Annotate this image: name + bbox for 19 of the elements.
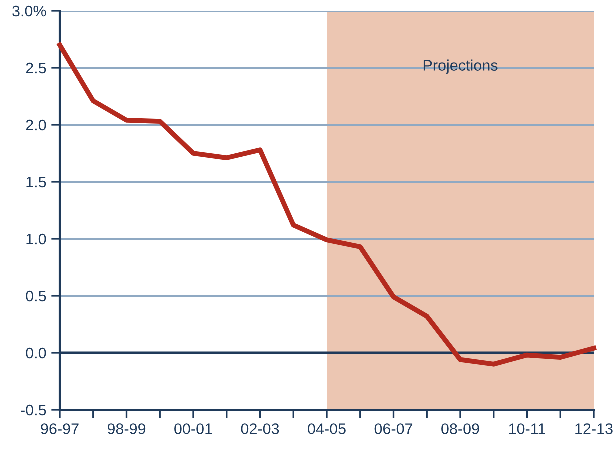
- x-tick-label: 06-07: [374, 424, 413, 434]
- x-tick-label: 08-09: [442, 424, 480, 434]
- line-series: [58, 42, 596, 367]
- x-tick-label: 96-97: [41, 424, 79, 434]
- y-tick-label: -0.5: [21, 404, 46, 416]
- x-tick-label: 98-99: [108, 424, 146, 434]
- x-tick-label: 02-03: [241, 424, 280, 434]
- y-tick-label: 3.0%: [12, 6, 46, 17]
- band-label: Projections: [424, 60, 498, 74]
- x-tick-label: 00-01: [174, 424, 212, 434]
- y-tick-label: 2.0: [26, 120, 46, 131]
- y-tick-label: 0.0: [26, 348, 46, 359]
- y-tick-label: 2.5: [26, 62, 46, 74]
- y-tick-label: 1.5: [26, 177, 46, 188]
- y-tick-label: 0.5: [26, 290, 46, 302]
- x-tick-label: 04-05: [308, 424, 346, 434]
- x-tick-label: 12-13: [576, 424, 613, 434]
- x-tick-label: 10-11: [509, 424, 546, 434]
- y-tick-label: 1.0: [26, 234, 46, 245]
